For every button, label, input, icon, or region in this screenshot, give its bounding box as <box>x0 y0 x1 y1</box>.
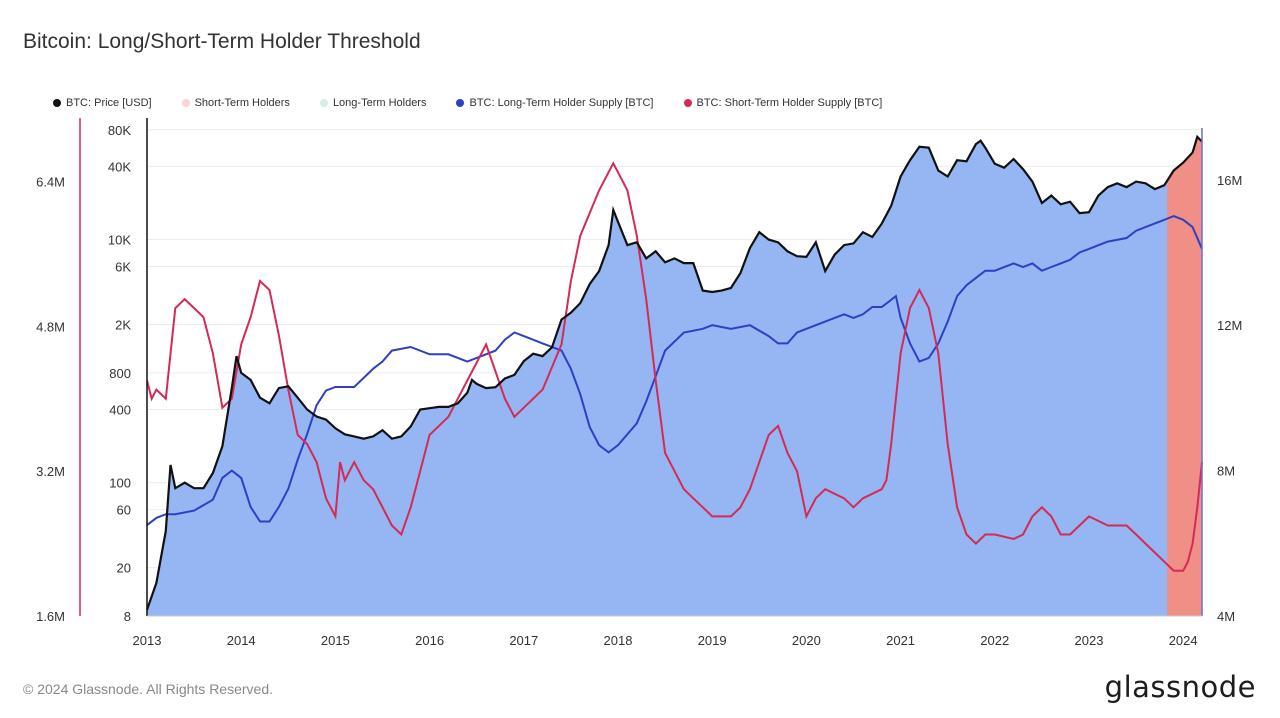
price-tick-label: 2K <box>115 318 131 333</box>
x-tick-label: 2014 <box>227 633 256 648</box>
legend-dot-lth-supply <box>456 99 465 107</box>
price-tick-label: 10K <box>108 233 131 248</box>
legend-item-sth-region[interactable]: Short-Term Holders <box>181 97 290 109</box>
x-tick-label: 2017 <box>509 633 538 648</box>
price-tick-label: 400 <box>109 402 131 417</box>
lth-tick-label: 8M <box>1217 464 1235 479</box>
axes: 8 20 60 100 400 800 2K 6K 10K 40K 80K 1.6M 3.2M 4.8M 6… <box>36 118 1242 648</box>
x-tick-label: 2024 <box>1169 633 1198 648</box>
legend-dot-price <box>53 99 61 107</box>
x-tick-label: 2019 <box>698 633 727 648</box>
legend-label-lth-region: Long-Term Holders <box>332 97 427 109</box>
x-tick-label: 2016 <box>415 633 444 648</box>
sth-tick-label: 1.6M <box>36 609 65 624</box>
lth-area <box>147 136 1202 617</box>
lth-tick-label: 16M <box>1217 173 1242 188</box>
legend-label-price: BTC: Price [USD] <box>66 97 152 109</box>
sth-supply-line <box>146 161 1203 572</box>
price-tick-label: 60 <box>117 503 131 518</box>
x-tick-label: 2020 <box>792 633 821 648</box>
legend-label-sth-region: Short-Term Holders <box>194 97 290 109</box>
legend-label-sth-supply: BTC: Short-Term Holder Supply [BTC] <box>696 97 883 109</box>
series-lines <box>145 134 1203 611</box>
chart-legend: BTC: Price [USD] Short-Term Holders Long… <box>53 97 882 109</box>
sth-tick-label: 6.4M <box>36 174 65 189</box>
sth-area <box>1167 136 1202 616</box>
lth-supply-line <box>146 215 1203 526</box>
price-tick-label: 80K <box>108 123 131 138</box>
legend-item-lth-supply[interactable]: BTC: Long-Term Holder Supply [BTC] <box>456 97 654 109</box>
price-tick-label: 800 <box>109 366 131 381</box>
price-tick-label: 100 <box>109 476 131 491</box>
price-tick-label: 20 <box>117 561 131 576</box>
legend-item-price[interactable]: BTC: Price [USD] <box>53 97 152 109</box>
x-tick-label: 2015 <box>321 633 350 648</box>
x-tick-label: 2021 <box>886 633 915 648</box>
sth-tick-label: 4.8M <box>36 319 65 334</box>
lth-tick-label: 12M <box>1217 318 1242 333</box>
price-area-fill <box>147 136 1202 617</box>
glassnode-logo: glassnode <box>1104 670 1256 704</box>
lth-tick-label: 4M <box>1217 609 1235 624</box>
copyright-footer: © 2024 Glassnode. All Rights Reserved. <box>23 681 274 697</box>
legend-item-sth-supply[interactable]: BTC: Short-Term Holder Supply [BTC] <box>683 97 883 109</box>
legend-label-lth-supply: BTC: Long-Term Holder Supply [BTC] <box>469 97 654 109</box>
sth-tick-label: 3.2M <box>36 464 65 479</box>
price-tick-label: 8 <box>124 609 131 624</box>
legend-dot-sth-supply <box>683 99 692 107</box>
price-tick-label: 40K <box>108 159 131 174</box>
legend-item-lth-region[interactable]: Long-Term Holders <box>319 97 427 109</box>
legend-dot-sth-region <box>181 99 190 107</box>
x-tick-label: 2023 <box>1075 633 1104 648</box>
x-tick-label: 2022 <box>980 633 1009 648</box>
x-tick-label: 2018 <box>604 633 633 648</box>
price-line <box>145 134 1203 611</box>
chart-title: Bitcoin: Long/Short-Term Holder Threshol… <box>23 30 421 53</box>
x-tick-label: 2013 <box>133 633 162 648</box>
price-tick-label: 6K <box>115 260 131 275</box>
legend-dot-lth-region <box>319 99 328 107</box>
